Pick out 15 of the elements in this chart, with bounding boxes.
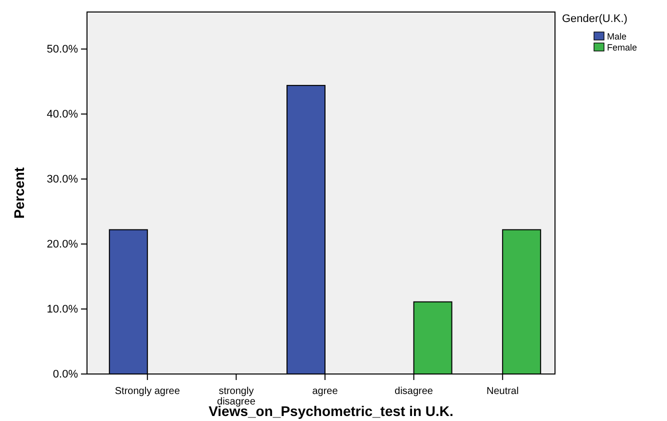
y-tick-label: 50.0% bbox=[46, 44, 78, 56]
y-tick-label: 40.0% bbox=[46, 108, 78, 121]
x-tick-label: strongly disagree bbox=[217, 386, 256, 408]
y-axis-title: Percent bbox=[11, 166, 27, 219]
x-tick-label: Strongly agree bbox=[114, 386, 180, 398]
x-tick-label: agree bbox=[312, 386, 338, 398]
y-tick-label: 10.0% bbox=[46, 304, 78, 316]
legend-label: Female bbox=[607, 42, 638, 52]
x-tick-label: Neutral bbox=[486, 386, 519, 398]
x-tick-label: disagree bbox=[394, 386, 434, 398]
legend-title: Gender(U.K.) bbox=[562, 13, 628, 25]
legend-label: Male bbox=[607, 32, 627, 42]
y-tick-label: 30.0% bbox=[46, 174, 78, 186]
y-tick-label: 0.0% bbox=[52, 368, 78, 381]
y-tick-label: 20.0% bbox=[46, 238, 78, 251]
